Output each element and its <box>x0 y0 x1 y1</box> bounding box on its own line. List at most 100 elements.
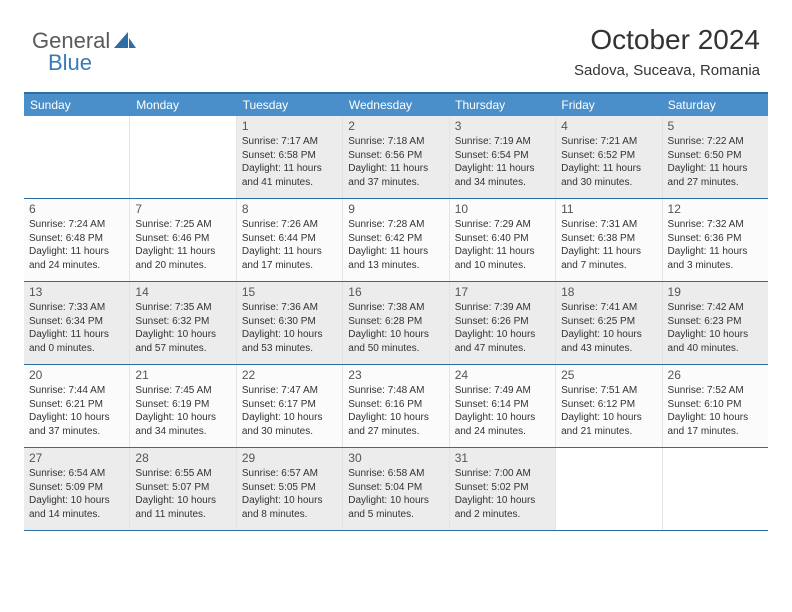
daylight-text: Daylight: 10 hours and 34 minutes. <box>135 411 230 438</box>
sunrise-text: Sunrise: 7:48 AM <box>348 384 443 398</box>
sunset-text: Sunset: 6:16 PM <box>348 398 443 412</box>
logo-sail-icon <box>114 30 136 53</box>
daylight-text: Daylight: 10 hours and 21 minutes. <box>561 411 656 438</box>
sunset-text: Sunset: 5:04 PM <box>348 481 443 495</box>
day-info: Sunrise: 7:49 AMSunset: 6:14 PMDaylight:… <box>455 384 550 438</box>
day-info: Sunrise: 7:33 AMSunset: 6:34 PMDaylight:… <box>29 301 124 355</box>
sunrise-text: Sunrise: 7:32 AM <box>668 218 763 232</box>
day-number: 27 <box>29 451 124 465</box>
sunrise-text: Sunrise: 7:22 AM <box>668 135 763 149</box>
day-info: Sunrise: 7:22 AMSunset: 6:50 PMDaylight:… <box>668 135 763 189</box>
day-info: Sunrise: 6:57 AMSunset: 5:05 PMDaylight:… <box>242 467 337 521</box>
day-info: Sunrise: 7:41 AMSunset: 6:25 PMDaylight:… <box>561 301 656 355</box>
day-info: Sunrise: 6:58 AMSunset: 5:04 PMDaylight:… <box>348 467 443 521</box>
daylight-text: Daylight: 10 hours and 50 minutes. <box>348 328 443 355</box>
sunrise-text: Sunrise: 7:25 AM <box>135 218 230 232</box>
daylight-text: Daylight: 10 hours and 57 minutes. <box>135 328 230 355</box>
day-cell: 2Sunrise: 7:18 AMSunset: 6:56 PMDaylight… <box>343 116 449 198</box>
day-number: 29 <box>242 451 337 465</box>
daylight-text: Daylight: 10 hours and 11 minutes. <box>135 494 230 521</box>
sunrise-text: Sunrise: 7:44 AM <box>29 384 124 398</box>
sunrise-text: Sunrise: 7:26 AM <box>242 218 337 232</box>
sunset-text: Sunset: 6:23 PM <box>668 315 763 329</box>
sunset-text: Sunset: 6:46 PM <box>135 232 230 246</box>
day-number: 13 <box>29 285 124 299</box>
day-header: Monday <box>130 94 236 116</box>
day-cell: 21Sunrise: 7:45 AMSunset: 6:19 PMDayligh… <box>130 365 236 447</box>
week-row: 13 Sunrise: 7:33 AMSunset: 6:34 PMDayligh… <box>24 282 768 365</box>
sunrise-text: Sunrise: 7:45 AM <box>135 384 230 398</box>
logo-text-blue: Blue <box>48 50 92 76</box>
day-number: 22 <box>242 368 337 382</box>
day-cell: 1Sunrise: 7:17 AMSunset: 6:58 PMDaylight… <box>237 116 343 198</box>
day-info: Sunrise: 7:25 AMSunset: 6:46 PMDaylight:… <box>135 218 230 272</box>
sunset-text: Sunset: 6:25 PM <box>561 315 656 329</box>
day-number: 24 <box>455 368 550 382</box>
daylight-text: Daylight: 11 hours and 41 minutes. <box>242 162 337 189</box>
day-info: Sunrise: 7:28 AMSunset: 6:42 PMDaylight:… <box>348 218 443 272</box>
daylight-text: Daylight: 11 hours and 27 minutes. <box>668 162 763 189</box>
day-cell: 9Sunrise: 7:28 AMSunset: 6:42 PMDaylight… <box>343 199 449 281</box>
day-cell: 26 Sunrise: 7:52 AMSunset: 6:10 PMDayligh… <box>663 365 768 447</box>
daylight-text: Daylight: 11 hours and 3 minutes. <box>668 245 763 272</box>
header-right: October 2024 Sadova, Suceava, Romania <box>574 24 760 79</box>
day-cell: 27 Sunrise: 6:54 AMSunset: 5:09 PMDayligh… <box>24 448 130 530</box>
daylight-text: Daylight: 11 hours and 10 minutes. <box>455 245 550 272</box>
sunset-text: Sunset: 6:48 PM <box>29 232 124 246</box>
day-info: Sunrise: 6:54 AMSunset: 5:09 PMDaylight:… <box>29 467 124 521</box>
day-header: Tuesday <box>237 94 343 116</box>
day-cell: 4Sunrise: 7:21 AMSunset: 6:52 PMDaylight… <box>556 116 662 198</box>
daylight-text: Daylight: 10 hours and 24 minutes. <box>455 411 550 438</box>
logo: General Blue <box>32 28 136 54</box>
day-number: 15 <box>242 285 337 299</box>
day-number: 26 <box>668 368 763 382</box>
sunrise-text: Sunrise: 7:42 AM <box>668 301 763 315</box>
day-number: 8 <box>242 202 337 216</box>
day-header: Saturday <box>662 94 768 116</box>
sunrise-text: Sunrise: 7:21 AM <box>561 135 656 149</box>
daylight-text: Daylight: 10 hours and 17 minutes. <box>668 411 763 438</box>
day-info: Sunrise: 7:36 AMSunset: 6:30 PMDaylight:… <box>242 301 337 355</box>
day-info: Sunrise: 7:35 AMSunset: 6:32 PMDaylight:… <box>135 301 230 355</box>
daylight-text: Daylight: 11 hours and 7 minutes. <box>561 245 656 272</box>
day-cell: 17Sunrise: 7:39 AMSunset: 6:26 PMDayligh… <box>450 282 556 364</box>
day-info: Sunrise: 7:52 AMSunset: 6:10 PMDaylight:… <box>668 384 763 438</box>
daylight-text: Daylight: 10 hours and 43 minutes. <box>561 328 656 355</box>
sunrise-text: Sunrise: 7:36 AM <box>242 301 337 315</box>
day-info: Sunrise: 7:29 AMSunset: 6:40 PMDaylight:… <box>455 218 550 272</box>
day-cell: 28Sunrise: 6:55 AMSunset: 5:07 PMDayligh… <box>130 448 236 530</box>
empty-cell <box>130 116 236 198</box>
day-cell: 24 Sunrise: 7:49 AMSunset: 6:14 PMDayligh… <box>450 365 556 447</box>
sunrise-text: Sunrise: 7:29 AM <box>455 218 550 232</box>
sunset-text: Sunset: 6:50 PM <box>668 149 763 163</box>
day-info: Sunrise: 7:00 AMSunset: 5:02 PMDaylight:… <box>455 467 550 521</box>
week-row: 6Sunrise: 7:24 AMSunset: 6:48 PMDaylight… <box>24 199 768 282</box>
sunset-text: Sunset: 6:54 PM <box>455 149 550 163</box>
day-cell: 29 Sunrise: 6:57 AMSunset: 5:05 PMDayligh… <box>237 448 343 530</box>
sunset-text: Sunset: 6:10 PM <box>668 398 763 412</box>
day-header: Sunday <box>24 94 130 116</box>
day-number: 1 <box>242 119 337 133</box>
location: Sadova, Suceava, Romania <box>574 62 760 79</box>
day-number: 25 <box>561 368 656 382</box>
day-number: 11 <box>561 202 656 216</box>
sunrise-text: Sunrise: 7:33 AM <box>29 301 124 315</box>
daylight-text: Daylight: 11 hours and 30 minutes. <box>561 162 656 189</box>
day-info: Sunrise: 7:38 AMSunset: 6:28 PMDaylight:… <box>348 301 443 355</box>
day-info: Sunrise: 7:18 AMSunset: 6:56 PMDaylight:… <box>348 135 443 189</box>
sunrise-text: Sunrise: 7:31 AM <box>561 218 656 232</box>
day-header: Thursday <box>449 94 555 116</box>
day-cell: 5Sunrise: 7:22 AMSunset: 6:50 PMDaylight… <box>663 116 768 198</box>
daylight-text: Daylight: 10 hours and 30 minutes. <box>242 411 337 438</box>
day-cell: 14Sunrise: 7:35 AMSunset: 6:32 PMDayligh… <box>130 282 236 364</box>
day-number: 30 <box>348 451 443 465</box>
sunset-text: Sunset: 6:26 PM <box>455 315 550 329</box>
sunrise-text: Sunrise: 7:19 AM <box>455 135 550 149</box>
day-info: Sunrise: 7:32 AMSunset: 6:36 PMDaylight:… <box>668 218 763 272</box>
daylight-text: Daylight: 10 hours and 8 minutes. <box>242 494 337 521</box>
sunrise-text: Sunrise: 7:38 AM <box>348 301 443 315</box>
sunrise-text: Sunrise: 7:24 AM <box>29 218 124 232</box>
daylight-text: Daylight: 10 hours and 53 minutes. <box>242 328 337 355</box>
day-cell: 16Sunrise: 7:38 AMSunset: 6:28 PMDayligh… <box>343 282 449 364</box>
sunset-text: Sunset: 6:30 PM <box>242 315 337 329</box>
